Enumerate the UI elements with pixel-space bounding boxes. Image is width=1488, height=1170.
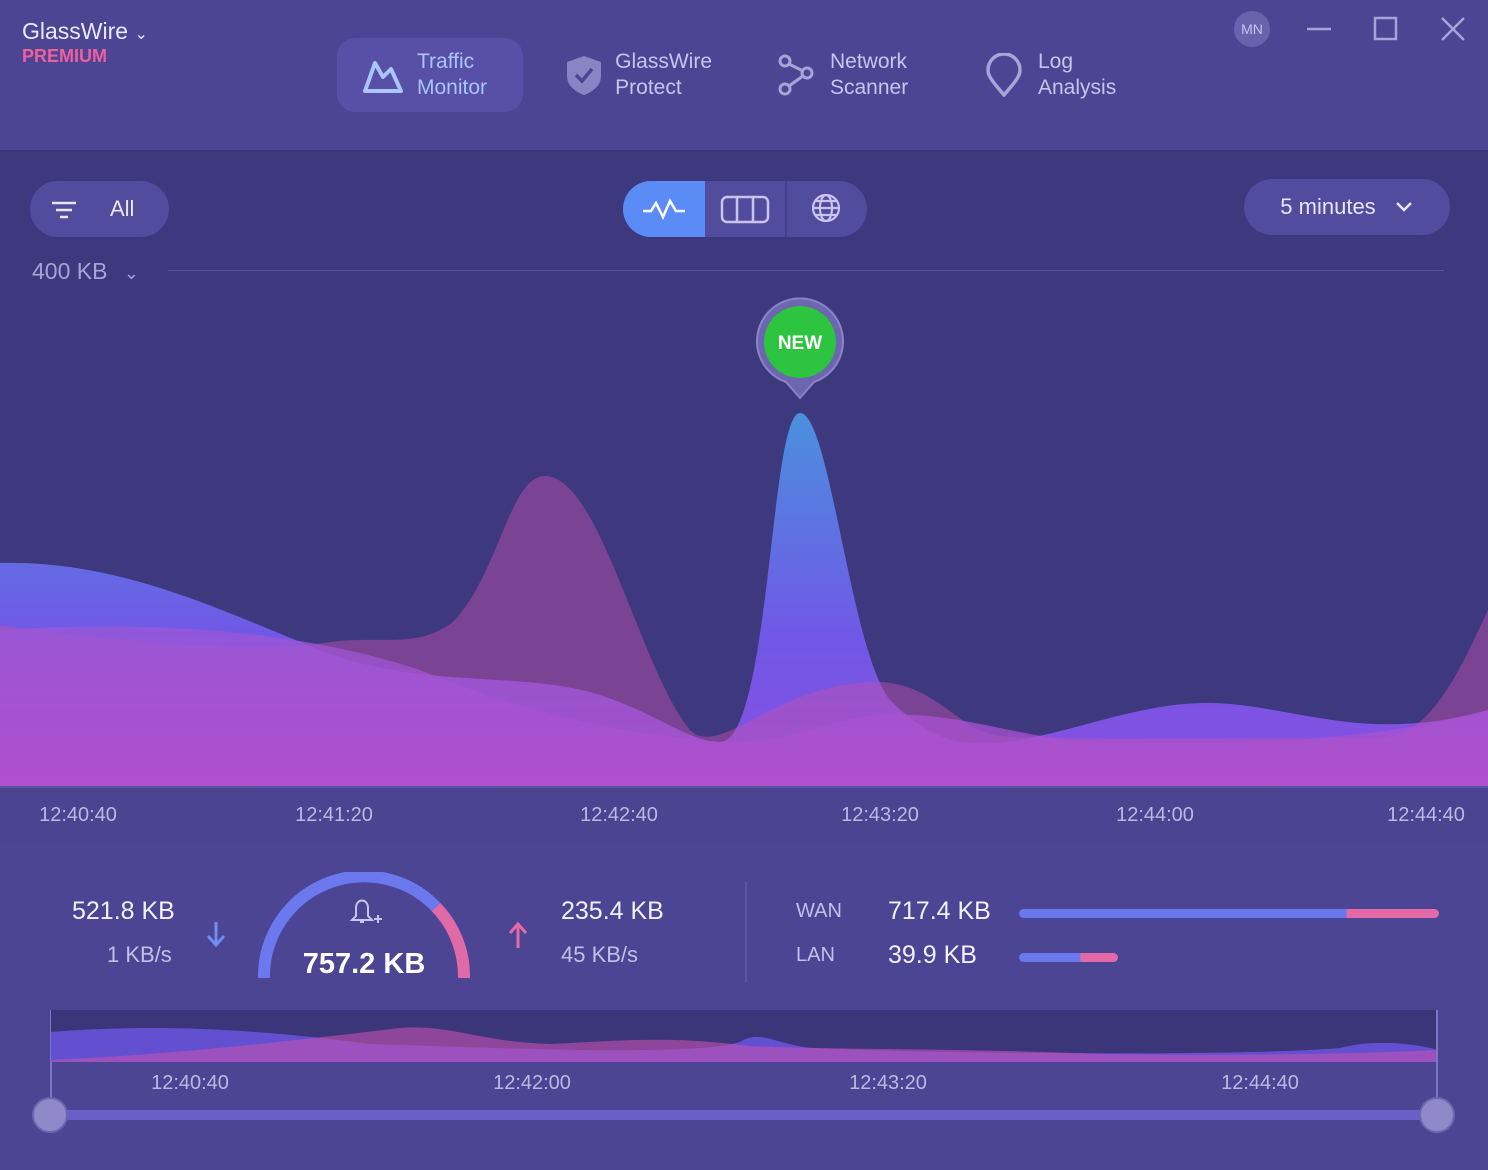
tab-label: Network Scanner — [830, 49, 908, 101]
timeline-label: 12:42:00 — [493, 1072, 571, 1094]
tab-label: Traffic Monitor — [417, 49, 487, 101]
total-value: 757.2 KB — [302, 948, 426, 980]
tab-label-line: Protect — [615, 76, 682, 99]
time-label: 12:42:40 — [580, 804, 658, 826]
traffic-graph: NEW — [0, 297, 1488, 786]
tab-protect[interactable]: GlassWire Protect — [538, 38, 738, 112]
user-avatar[interactable]: MN — [1234, 11, 1270, 47]
slider-edge — [1436, 1062, 1438, 1112]
time-range-label: 5 minutes — [1280, 194, 1376, 219]
time-axis: 12:40:40 12:41:20 12:42:40 12:43:20 12:4… — [0, 786, 1488, 844]
wan-label: WAN — [796, 900, 842, 922]
app-name[interactable]: GlassWire ⌄ — [22, 18, 148, 44]
close-button[interactable] — [1441, 17, 1465, 41]
plan: PREMIUM — [22, 46, 107, 66]
scale-dropdown[interactable]: 400 KB ⌄ — [32, 258, 139, 284]
time-range-dropdown[interactable]: 5 minutes — [1244, 179, 1450, 235]
scale-label: 400 KB — [32, 258, 108, 284]
header: GlassWire ⌄ PREMIUM Traffic Monitor Glass… — [0, 0, 1488, 152]
tab-icon — [567, 56, 601, 95]
tab-log-analysis[interactable]: Log Analysis — [958, 38, 1148, 112]
download-total: 521.8 KB — [72, 897, 175, 925]
download-arrow — [206, 922, 226, 948]
total-gauge — [257, 872, 471, 979]
filter-button[interactable]: All — [30, 181, 169, 237]
app-name-text: GlassWire — [22, 18, 129, 44]
timeline-label: 12:44:40 — [1221, 1072, 1299, 1094]
upload-total: 235.4 KB — [561, 897, 664, 925]
summary-panel: 521.8 KB 1 KB/s 757.2 KB 235.4 KB 45 KB/… — [0, 842, 1488, 1170]
apps-view-button[interactable] — [705, 181, 787, 237]
map-view-button[interactable] — [787, 181, 867, 237]
tab-label: Log Analysis — [1038, 49, 1116, 101]
tab-network-scanner[interactable]: Network Scanner — [750, 38, 950, 112]
window-controls — [1307, 16, 1465, 41]
wan-bar — [1019, 909, 1439, 918]
tab-label-line: Scanner — [830, 76, 909, 99]
slider-handle-start[interactable] — [32, 1097, 68, 1133]
download-rate: 1 KB/s — [107, 942, 172, 967]
tab-icon — [986, 53, 1022, 97]
tab-label-line: Analysis — [1038, 76, 1117, 99]
upload-arrow — [508, 921, 528, 948]
timeline-label: 12:43:20 — [849, 1072, 927, 1094]
tab-traffic-monitor[interactable]: Traffic Monitor — [337, 38, 523, 112]
tab-label-line: Log — [1038, 50, 1074, 73]
time-label: 12:44:40 — [1387, 804, 1465, 826]
time-label: 12:41:20 — [295, 804, 373, 826]
filter-label: All — [110, 196, 135, 221]
time-label: 12:44:00 — [1116, 804, 1194, 826]
tab-label-line: Network — [830, 50, 908, 73]
tab-label: GlassWire Protect — [615, 49, 712, 101]
filter-icon — [52, 201, 76, 219]
time-label: 12:43:20 — [841, 804, 919, 826]
timeline-label: 12:40:40 — [151, 1072, 229, 1094]
lan-bar — [1019, 953, 1118, 962]
slider-edge — [50, 1062, 52, 1112]
graph-view-button[interactable] — [623, 181, 705, 237]
wan-value: 717.4 KB — [888, 897, 991, 925]
base-area — [0, 626, 1488, 786]
new-marker[interactable]: NEW — [756, 297, 844, 400]
lan-label: LAN — [796, 944, 835, 966]
lan-value: 39.9 KB — [888, 941, 977, 969]
scale-line — [168, 270, 1444, 271]
divider — [745, 882, 747, 982]
maximize-button[interactable] — [1373, 16, 1398, 41]
tab-label-line: GlassWire — [615, 50, 712, 73]
upload-rate: 45 KB/s — [561, 942, 639, 967]
timeline-overview — [50, 1010, 1438, 1062]
tab-label-line: Monitor — [417, 76, 488, 99]
time-label: 12:40:40 — [39, 804, 117, 826]
tab-label-line: Traffic — [417, 50, 475, 73]
tab-icon — [363, 61, 403, 93]
marker-label: NEW — [778, 333, 822, 354]
slider-track — [50, 1110, 1438, 1120]
view-switch — [623, 181, 867, 237]
dropdown-chevron — [1395, 202, 1412, 212]
tab-icon — [778, 54, 814, 96]
slider-handle-end[interactable] — [1419, 1097, 1455, 1133]
